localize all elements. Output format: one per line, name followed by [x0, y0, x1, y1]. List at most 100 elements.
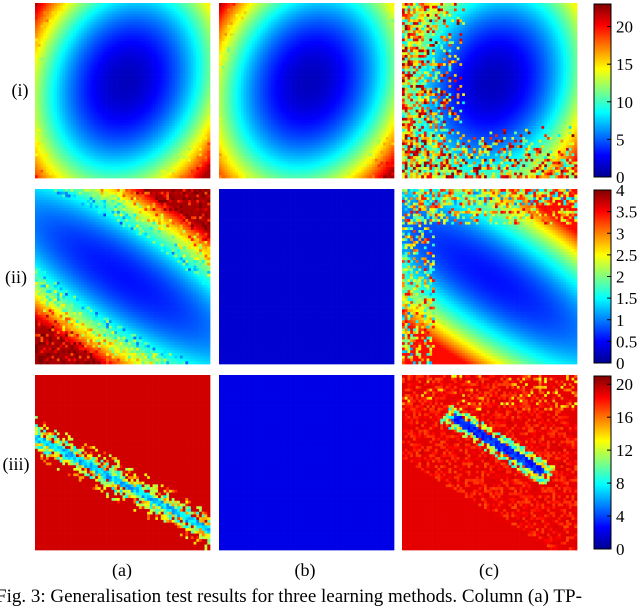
heatmap-cell	[133, 25, 136, 28]
heatmap-cell	[60, 142, 63, 145]
heatmap-cell	[304, 6, 307, 9]
heatmap-cell	[73, 44, 76, 47]
heatmap-cell	[38, 112, 41, 115]
heatmap-cell	[131, 6, 134, 9]
heatmap-cell	[90, 41, 93, 44]
heatmap-cell	[320, 3, 323, 6]
heatmap-cell	[150, 77, 153, 80]
heatmap-cell	[38, 85, 41, 88]
heatmap-cell	[76, 52, 79, 55]
heatmap-cell	[177, 91, 180, 94]
heatmap-cell	[54, 107, 57, 110]
heatmap-cell	[133, 164, 136, 167]
heatmap-cell	[51, 153, 54, 156]
heatmap-cell	[43, 85, 46, 88]
heatmap-cell	[155, 137, 158, 140]
heatmap-cell	[391, 11, 394, 14]
heatmap-cell	[38, 175, 41, 178]
heatmap-cell	[155, 77, 158, 80]
heatmap-cell	[90, 123, 93, 126]
heatmap-cell	[81, 112, 84, 115]
heatmap-cell	[65, 134, 68, 137]
heatmap-cell	[128, 44, 131, 47]
heatmap-cell	[73, 66, 76, 69]
heatmap-cell	[125, 126, 128, 129]
heatmap-cell	[120, 85, 123, 88]
heatmap-cell	[46, 19, 49, 22]
heatmap-cell	[172, 14, 175, 17]
heatmap-cell	[54, 91, 57, 94]
heatmap-cell	[103, 80, 106, 83]
heatmap-cell	[172, 132, 175, 135]
heatmap-cell	[84, 52, 87, 55]
heatmap-cell	[196, 11, 199, 14]
heatmap-cell	[120, 96, 123, 99]
heatmap-cell	[101, 134, 104, 137]
heatmap-cell	[65, 69, 68, 72]
heatmap-cell	[194, 49, 197, 52]
heatmap-cell	[185, 55, 188, 58]
heatmap-cell	[185, 167, 188, 170]
heatmap-cell	[207, 99, 210, 102]
heatmap-cell	[128, 49, 131, 52]
heatmap-cell	[161, 44, 164, 47]
heatmap-cell	[180, 88, 183, 91]
heatmap-cell	[62, 11, 65, 14]
heatmap-cell	[106, 88, 109, 91]
heatmap-cell	[128, 74, 131, 77]
heatmap-cell	[65, 91, 68, 94]
heatmap-cell	[79, 63, 82, 66]
heatmap-cell	[131, 58, 134, 61]
heatmap-cell	[207, 17, 210, 20]
heatmap-cell	[128, 110, 131, 113]
heatmap-cell	[169, 44, 172, 47]
heatmap-cell	[120, 52, 123, 55]
heatmap-cell	[103, 39, 106, 42]
heatmap-cell	[109, 129, 112, 132]
heatmap-cell	[205, 52, 208, 55]
heatmap-cell	[161, 63, 164, 66]
heatmap-cell	[166, 118, 169, 121]
heatmap-cell	[161, 96, 164, 99]
heatmap-cell	[81, 22, 84, 25]
heatmap-cell	[142, 44, 145, 47]
heatmap-cell	[43, 164, 46, 167]
heatmap-cell	[38, 60, 41, 63]
heatmap-cell	[103, 104, 106, 107]
heatmap-cell	[185, 77, 188, 80]
heatmap-cell	[174, 123, 177, 126]
heatmap-cell	[196, 22, 199, 25]
heatmap-cell	[60, 36, 63, 39]
heatmap-cell	[84, 148, 87, 151]
heatmap-cell	[185, 123, 188, 126]
heatmap-cell	[164, 19, 167, 22]
heatmap-cell	[155, 118, 158, 121]
heatmap-cell	[205, 49, 208, 52]
heatmap-cell	[169, 36, 172, 39]
heatmap-cell	[180, 33, 183, 36]
heatmap-cell	[147, 8, 150, 11]
heatmap-cell	[123, 33, 126, 36]
heatmap-cell	[131, 173, 134, 176]
heatmap-cell	[87, 66, 90, 69]
heatmap-cell	[103, 118, 106, 121]
heatmap-cell	[309, 11, 312, 14]
heatmap-cell	[205, 164, 208, 167]
heatmap-cell	[177, 60, 180, 63]
heatmap-cell	[35, 25, 38, 28]
heatmap-cell	[90, 55, 93, 58]
heatmap-cell	[133, 140, 136, 143]
heatmap-cell	[161, 25, 164, 28]
heatmap-cell	[271, 14, 274, 17]
heatmap-cell	[71, 58, 74, 61]
heatmap-cell	[109, 164, 112, 167]
heatmap-cell	[144, 39, 147, 42]
heatmap-cell	[128, 153, 131, 156]
heatmap-cell	[183, 145, 186, 148]
heatmap-cell	[166, 77, 169, 80]
heatmap-cell	[76, 170, 79, 173]
heatmap-cell	[188, 137, 191, 140]
heatmap-cell	[205, 17, 208, 20]
heatmap-cell	[185, 118, 188, 121]
heatmap-cell	[202, 47, 205, 50]
